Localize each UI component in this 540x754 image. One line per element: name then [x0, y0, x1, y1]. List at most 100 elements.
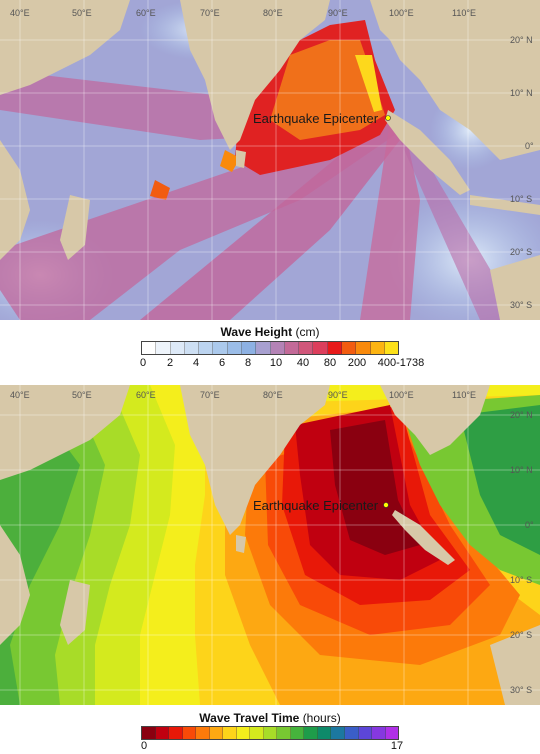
scale-swatch: [385, 727, 399, 739]
longitude-label: 80°E: [263, 8, 283, 18]
longitude-label: 60°E: [136, 8, 156, 18]
land-arabia: [0, 385, 130, 480]
longitude-label: 60°E: [136, 390, 156, 400]
longitude-label: 50°E: [72, 8, 92, 18]
scale-swatch: [370, 342, 385, 354]
longitude-label: 40°E: [10, 8, 30, 18]
longitude-label: 100°E: [389, 390, 414, 400]
scale-swatch: [250, 727, 264, 739]
tick-label: 4: [192, 357, 200, 369]
graticule: [0, 385, 540, 705]
scale-swatch: [236, 727, 251, 739]
color-scale: [141, 341, 399, 355]
scale-swatch: [223, 727, 237, 739]
tick-label: 0: [139, 357, 147, 369]
scale-swatch: [213, 342, 228, 354]
scale-swatch: [384, 342, 399, 354]
scale-swatch: [196, 727, 210, 739]
land-madagascar: [60, 580, 90, 645]
scale-swatch: [284, 342, 300, 354]
tick-label: 40: [296, 357, 310, 369]
latitude-label: 0°: [525, 520, 534, 530]
scale-swatch: [155, 727, 170, 739]
land-southeast-asia: [380, 385, 490, 455]
latitude-label: 20° N: [510, 410, 533, 420]
epicenter-label: Earthquake Epicenter: [253, 111, 379, 126]
scale-swatch: [142, 342, 157, 354]
latitude-label: 30° S: [510, 685, 532, 695]
longitude-label: 70°E: [200, 8, 220, 18]
land-africa: [0, 140, 30, 260]
legend-unit: (cm): [295, 325, 320, 339]
legend-title: Wave Travel Time (hours): [0, 711, 540, 725]
latitude-label: 10° N: [510, 88, 533, 98]
longitude-label: 50°E: [72, 390, 92, 400]
latitude-label: 20° S: [510, 630, 532, 640]
land-sumatra: [392, 510, 455, 565]
scale-swatch: [356, 342, 371, 354]
scale-swatch: [170, 342, 185, 354]
scale-swatch: [313, 342, 328, 354]
latitude-label: 30° S: [510, 300, 532, 310]
scale-swatch: [142, 727, 156, 739]
epicenter-label: Earthquake Epicenter: [253, 498, 379, 513]
land-sri-lanka: [236, 535, 246, 553]
latitude-label: 10° N: [510, 465, 533, 475]
scale-swatch: [299, 342, 314, 354]
tick-label: 200: [347, 357, 367, 369]
scale-swatch: [209, 727, 224, 739]
land-madagascar: [60, 195, 90, 260]
high-wave-zone: [220, 150, 240, 172]
land-java: [470, 195, 540, 215]
scale-swatch: [169, 727, 183, 739]
tick-label: 80: [323, 357, 337, 369]
scale-swatch: [344, 727, 359, 739]
scale-swatch: [227, 342, 242, 354]
epicenter-marker: [385, 115, 391, 121]
longitude-label: 90°E: [328, 8, 348, 18]
high-wave-zone: [270, 40, 385, 140]
land-southeast-asia: [370, 0, 540, 160]
tick-label: 400-1738: [377, 357, 425, 369]
scale-swatch: [304, 727, 318, 739]
scale-swatch: [241, 342, 257, 354]
tick-label-max: 17: [390, 740, 404, 752]
high-wave-zone: [355, 55, 382, 112]
land-sumatra: [385, 110, 470, 195]
travel-time-legend: Wave Travel Time (hours) 0 17: [0, 708, 540, 754]
latitude-label: 0°: [525, 141, 534, 151]
tick-label-min: 0: [140, 740, 148, 752]
longitude-label: 110°E: [452, 8, 476, 18]
scale-swatch: [341, 342, 357, 354]
graticule: [0, 0, 540, 320]
scale-ticks: 0 17: [0, 740, 540, 754]
latitude-label: 10° S: [510, 575, 532, 585]
land-sri-lanka: [236, 150, 246, 168]
scale-swatch: [290, 727, 305, 739]
tick-label: 8: [244, 357, 252, 369]
scale-swatch: [256, 342, 271, 354]
latitude-label: 20° S: [510, 247, 532, 257]
wave-height-legend: Wave Height (cm) 0 2 4 6 8 10 40 80 200 …: [0, 322, 540, 374]
longitude-label: 70°E: [200, 390, 220, 400]
wave-ray: [360, 120, 420, 320]
wave-ray: [140, 118, 400, 320]
latitude-label: 10° S: [510, 194, 532, 204]
tick-label: 2: [166, 357, 174, 369]
land-arabia: [0, 0, 130, 95]
tick-label: 6: [218, 357, 226, 369]
scale-swatch: [331, 727, 345, 739]
legend-title-text: Wave Height: [220, 325, 293, 339]
land-india: [180, 0, 330, 150]
travel-time-map: 40°E 50°E 60°E 70°E 80°E 90°E 100°E 110°…: [0, 385, 540, 705]
scale-swatch: [182, 727, 197, 739]
color-scale: [141, 726, 399, 740]
scale-swatch: [184, 342, 200, 354]
scale-swatch: [199, 342, 214, 354]
legend-title-text: Wave Travel Time: [199, 711, 300, 725]
wave-height-map: 40°E 50°E 60°E 70°E 80°E 90°E 100°E 110°…: [0, 0, 540, 320]
tick-label: 10: [269, 357, 283, 369]
scale-swatch: [327, 342, 342, 354]
longitude-label: 90°E: [328, 390, 348, 400]
wave-ray: [390, 118, 520, 320]
